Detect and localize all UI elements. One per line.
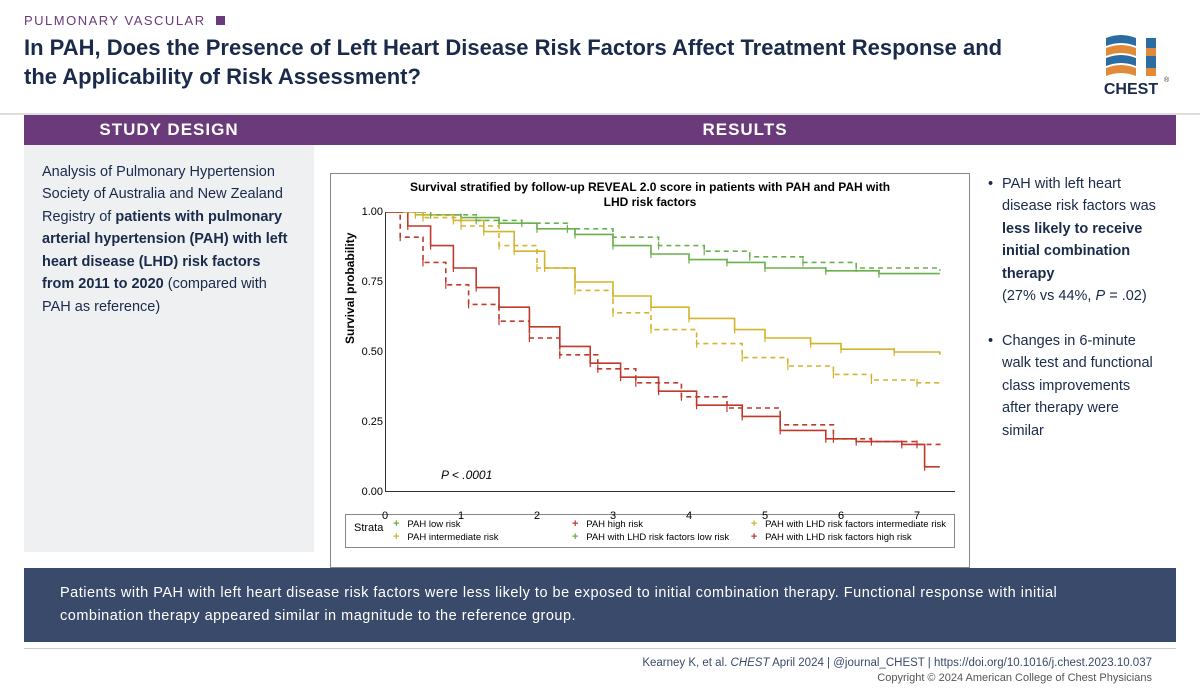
xtick-label: 3 xyxy=(610,510,616,522)
page-title: In PAH, Does the Presence of Left Heart … xyxy=(24,34,1024,91)
bullet-pre: Changes in 6-minute walk test and functi… xyxy=(1002,333,1153,439)
legend-swatch-icon: + xyxy=(568,519,582,530)
xtick-label: 0 xyxy=(382,510,388,522)
xtick-label: 2 xyxy=(534,510,540,522)
conclusion-bar: Patients with PAH with left heart diseas… xyxy=(24,568,1176,642)
footer-citation: Kearney K, et al. CHEST April 2024 | @jo… xyxy=(48,657,1152,669)
chest-logo: CHEST ® xyxy=(1086,30,1176,105)
legend-item: + PAH with LHD risk factors low risk xyxy=(568,532,737,543)
citation-pre: Kearney K, et al. xyxy=(642,657,730,669)
legend-item: + PAH with LHD risk factors high risk xyxy=(747,532,946,543)
ytick-label: 0.50 xyxy=(345,346,383,358)
legend-text: PAH with LHD risk factors low risk xyxy=(586,532,729,543)
legend-swatch-icon: + xyxy=(747,519,761,530)
chart-yticks: 0.000.250.500.751.00 xyxy=(345,212,383,492)
header: PULMONARY VASCULAR In PAH, Does the Pres… xyxy=(0,0,1200,115)
svg-text:®: ® xyxy=(1164,76,1170,84)
study-design-header: STUDY DESIGN xyxy=(24,115,314,145)
ytick-label: 1.00 xyxy=(345,206,383,218)
bullet-p-italic: P xyxy=(1096,288,1106,304)
results-bullet: PAH with left heart disease risk factors… xyxy=(988,173,1158,308)
bullet-p-rest: = .02) xyxy=(1105,288,1147,304)
km-chart: Survival stratified by follow-up REVEAL … xyxy=(330,173,970,568)
results-body: Survival stratified by follow-up REVEAL … xyxy=(314,161,1176,568)
legend-item: + PAH low risk xyxy=(389,519,558,530)
legend-swatch-icon: + xyxy=(568,532,582,543)
legend-text: PAH with LHD risk factors high risk xyxy=(765,532,912,543)
legend-label: Strata xyxy=(354,519,383,534)
svg-text:CHEST: CHEST xyxy=(1104,81,1158,98)
ytick-label: 0.00 xyxy=(345,486,383,498)
ytick-label: 0.25 xyxy=(345,416,383,428)
legend-items: +PAH low risk+PAH high risk+PAH with LHD… xyxy=(389,519,946,543)
footer-copyright: Copyright © 2024 American College of Che… xyxy=(48,672,1152,684)
study-design-text: Analysis of Pulmonary Hypertension Socie… xyxy=(24,145,314,552)
xtick-label: 1 xyxy=(458,510,464,522)
xtick-label: 4 xyxy=(686,510,692,522)
results-bullet: Changes in 6-minute walk test and functi… xyxy=(988,330,1158,442)
bullet-bold: less likely to receive initial combinati… xyxy=(1002,221,1142,282)
legend-text: PAH low risk xyxy=(407,519,460,530)
chart-legend: Strata +PAH low risk+PAH high risk+PAH w… xyxy=(345,514,955,548)
title-row: In PAH, Does the Presence of Left Heart … xyxy=(24,30,1176,105)
xtick-label: 5 xyxy=(762,510,768,522)
bullet-pre: PAH with left heart disease risk factors… xyxy=(1002,176,1156,214)
legend-text: PAH intermediate risk xyxy=(407,532,498,543)
results-column: RESULTS Survival stratified by follow-up… xyxy=(314,115,1176,568)
results-bullets: PAH with left heart disease risk factors… xyxy=(988,173,1176,568)
body-columns: STUDY DESIGN Analysis of Pulmonary Hyper… xyxy=(0,115,1200,568)
category-text: PULMONARY VASCULAR xyxy=(24,13,206,28)
category-label: PULMONARY VASCULAR xyxy=(24,12,1176,30)
pvalue-italic: P xyxy=(441,468,449,482)
chart-frame xyxy=(385,212,955,492)
legend-swatch-icon: + xyxy=(389,519,403,530)
legend-swatch-icon: + xyxy=(389,532,403,543)
citation-em: CHEST xyxy=(731,657,770,669)
citation-mid: April 2024 | @journal_CHEST | https://do… xyxy=(770,657,1152,669)
footer: Kearney K, et al. CHEST April 2024 | @jo… xyxy=(24,648,1176,688)
category-dot-icon xyxy=(216,16,225,25)
pvalue-rest: < .0001 xyxy=(449,468,493,482)
chart-title: Survival stratified by follow-up REVEAL … xyxy=(331,174,969,212)
legend-swatch-icon: + xyxy=(747,532,761,543)
chart-plot-area: 0.000.250.500.751.00 01234567 P < .0001 xyxy=(385,212,955,492)
bullet-post: (27% vs 44%, xyxy=(1002,288,1096,304)
legend-item: +PAH high risk xyxy=(568,519,737,530)
results-header: RESULTS xyxy=(314,115,1176,145)
study-design-column: STUDY DESIGN Analysis of Pulmonary Hyper… xyxy=(24,115,314,568)
ytick-label: 0.75 xyxy=(345,276,383,288)
legend-item: + PAH intermediate risk xyxy=(389,532,558,543)
xtick-label: 7 xyxy=(914,510,920,522)
chart-pvalue: P < .0001 xyxy=(441,468,492,482)
xtick-label: 6 xyxy=(838,510,844,522)
